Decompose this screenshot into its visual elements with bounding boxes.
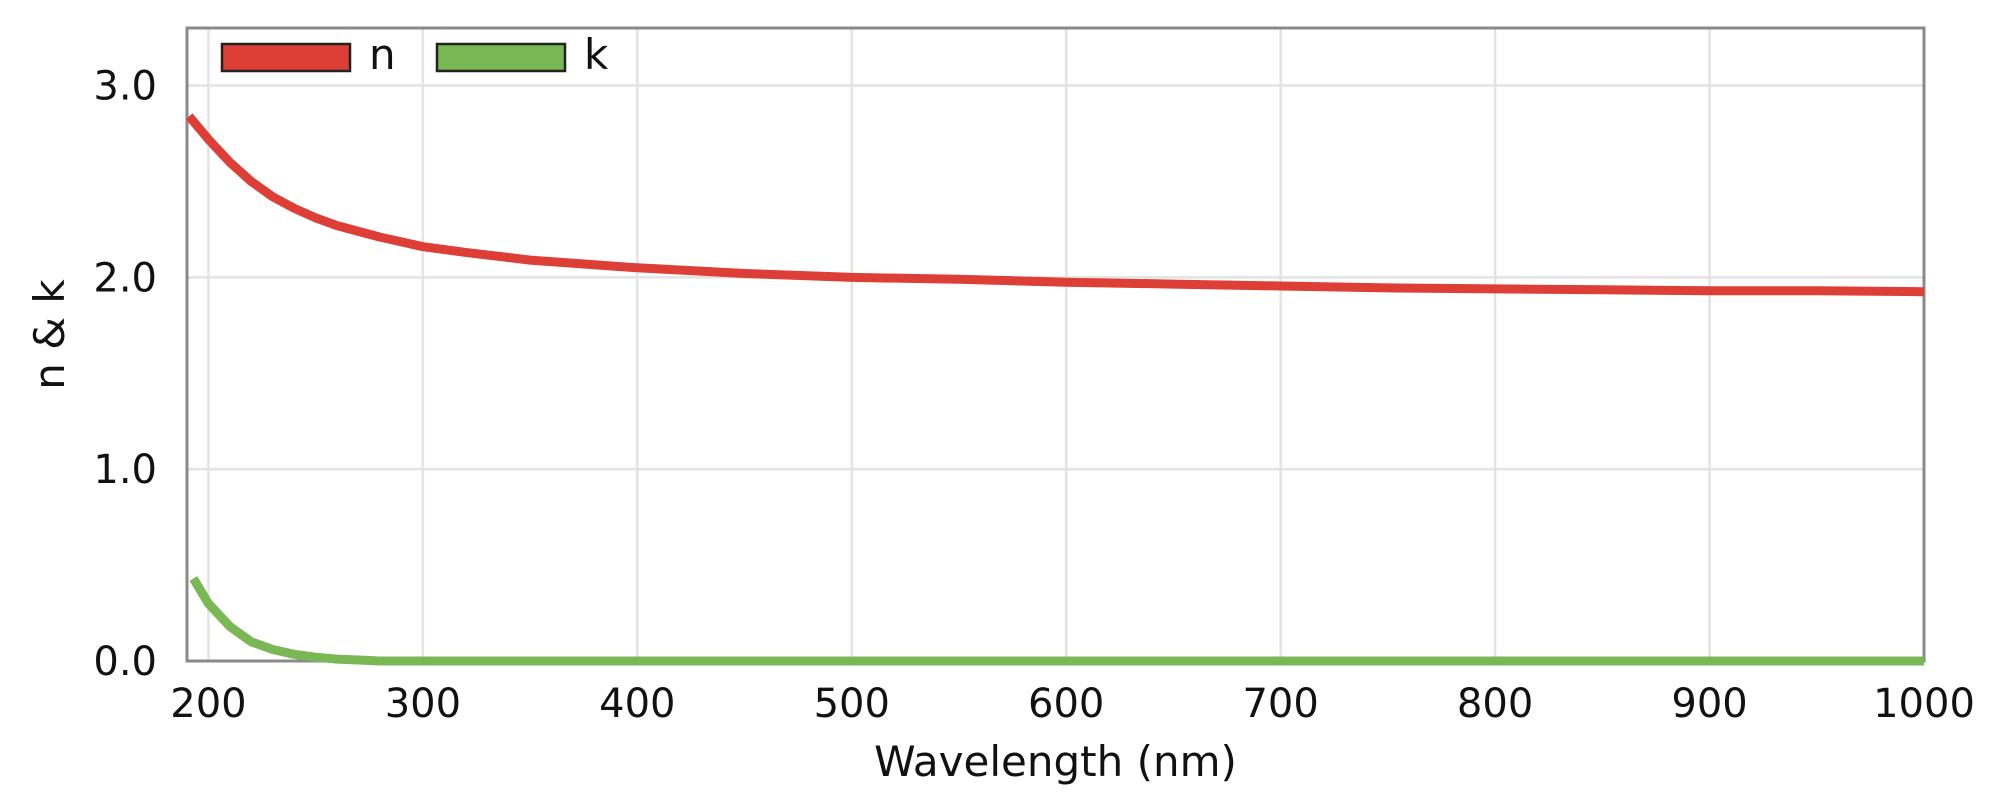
legend-label-k: k (584, 30, 609, 79)
x-tick-label: 400 (599, 681, 675, 727)
plot-frame (185, 26, 1926, 663)
legend-swatch-n (220, 42, 352, 73)
y-axis-label: n & k (25, 279, 74, 390)
x-tick-label: 700 (1242, 681, 1318, 727)
x-tick-label: 200 (170, 681, 246, 727)
series-lines (185, 113, 1925, 666)
x-tick-label: 900 (1671, 681, 1747, 727)
series-line-k (189, 576, 1924, 666)
x-axis-ticks: 200 300 400 500 600 700 800 900 1000 (170, 681, 1975, 727)
legend-label-n: n (369, 30, 396, 79)
y-tick-label: 1.0 (93, 447, 157, 493)
x-tick-label: 300 (385, 681, 461, 727)
x-tick-label: 600 (1028, 681, 1104, 727)
y-axis-ticks: 0.0 1.0 2.0 3.0 (93, 64, 157, 685)
y-tick-label: 0.0 (93, 639, 157, 685)
x-tick-label: 1000 (1873, 681, 1975, 727)
x-tick-label: 800 (1457, 681, 1533, 727)
series-line-n (185, 113, 1925, 297)
x-tick-label: 500 (814, 681, 890, 727)
x-axis-label: Wavelength (nm) (874, 737, 1237, 786)
y-tick-label: 3.0 (93, 64, 157, 110)
y-tick-label: 2.0 (93, 255, 157, 301)
grid-lines (187, 28, 1924, 661)
legend-swatch-k (435, 42, 567, 73)
